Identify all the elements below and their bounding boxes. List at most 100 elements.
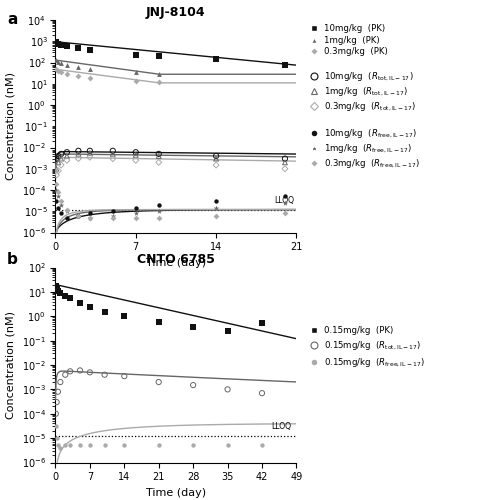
- Point: [53, 171, 60, 179]
- Point: [132, 78, 140, 86]
- Point: [258, 318, 266, 326]
- Point: [101, 308, 108, 316]
- Point: [63, 42, 71, 50]
- Point: [75, 44, 82, 52]
- Point: [212, 55, 220, 63]
- Point: [155, 78, 162, 86]
- Point: [132, 51, 140, 59]
- Point: [57, 154, 65, 162]
- Point: [86, 74, 94, 82]
- Point: [53, 434, 61, 442]
- Point: [54, 442, 62, 450]
- Point: [75, 212, 82, 220]
- Point: [75, 212, 82, 220]
- Point: [54, 192, 62, 200]
- Point: [281, 199, 289, 207]
- Point: [63, 152, 71, 160]
- Point: [155, 70, 162, 78]
- Point: [63, 214, 71, 222]
- Point: [109, 212, 117, 220]
- Point: [120, 312, 128, 320]
- Point: [281, 192, 289, 200]
- Point: [132, 204, 140, 212]
- Point: [281, 165, 289, 173]
- Point: [57, 161, 65, 169]
- Point: [120, 442, 128, 450]
- Point: [75, 212, 82, 220]
- Point: [132, 210, 140, 218]
- Point: [155, 158, 162, 166]
- Point: [258, 442, 266, 450]
- Point: [101, 442, 108, 450]
- Text: LLOQ: LLOQ: [274, 196, 294, 205]
- Point: [54, 287, 62, 295]
- Point: [57, 60, 65, 68]
- Point: [75, 72, 82, 80]
- Point: [54, 388, 62, 396]
- Point: [52, 422, 60, 430]
- Point: [224, 327, 231, 335]
- Point: [57, 201, 65, 209]
- Point: [57, 150, 65, 158]
- Point: [132, 156, 140, 164]
- Point: [189, 442, 197, 450]
- Point: [61, 370, 69, 378]
- Point: [101, 370, 108, 378]
- Point: [86, 214, 94, 222]
- Point: [86, 368, 94, 376]
- Point: [54, 204, 62, 212]
- Point: [57, 68, 65, 76]
- Point: [54, 167, 62, 175]
- Point: [189, 324, 197, 332]
- Text: a: a: [7, 12, 18, 28]
- Point: [63, 207, 71, 215]
- X-axis label: Time (day): Time (day): [146, 258, 206, 268]
- Point: [56, 378, 64, 386]
- Point: [76, 299, 84, 307]
- Point: [224, 386, 231, 394]
- X-axis label: Time (day): Time (day): [146, 488, 206, 498]
- Point: [132, 148, 140, 156]
- Point: [155, 318, 162, 326]
- Point: [212, 204, 220, 212]
- Point: [281, 154, 289, 162]
- Point: [63, 148, 71, 156]
- Point: [86, 153, 94, 161]
- Point: [281, 61, 289, 69]
- Point: [155, 214, 162, 222]
- Legend: 10mg/kg  (PK), 1mg/kg  (PK), 0.3mg/kg  (PK), , 10mg/kg  ($R_{\mathregular{tot,IL: 10mg/kg (PK), 1mg/kg (PK), 0.3mg/kg (PK)…: [306, 24, 420, 170]
- Point: [109, 207, 117, 215]
- Point: [109, 214, 117, 222]
- Point: [212, 152, 220, 160]
- Point: [54, 67, 62, 75]
- Point: [155, 442, 162, 450]
- Point: [86, 302, 94, 310]
- Point: [189, 381, 197, 389]
- Point: [132, 68, 140, 76]
- Text: b: b: [7, 252, 18, 268]
- Point: [155, 201, 162, 209]
- Point: [86, 147, 94, 155]
- Point: [75, 147, 82, 155]
- Point: [132, 151, 140, 159]
- Point: [57, 197, 65, 205]
- Point: [212, 154, 220, 162]
- Point: [76, 366, 84, 374]
- Point: [155, 150, 162, 158]
- Point: [61, 442, 69, 450]
- Point: [52, 282, 60, 290]
- Point: [54, 152, 62, 160]
- Point: [53, 56, 60, 64]
- Point: [54, 40, 62, 48]
- Point: [155, 152, 162, 160]
- Point: [61, 292, 69, 300]
- Point: [86, 442, 94, 450]
- Point: [212, 161, 220, 169]
- Point: [63, 61, 71, 69]
- Point: [86, 149, 94, 157]
- Point: [75, 63, 82, 71]
- Point: [109, 147, 117, 155]
- Point: [258, 389, 266, 397]
- Point: [57, 210, 65, 218]
- Y-axis label: Concentration (nM): Concentration (nM): [6, 72, 16, 180]
